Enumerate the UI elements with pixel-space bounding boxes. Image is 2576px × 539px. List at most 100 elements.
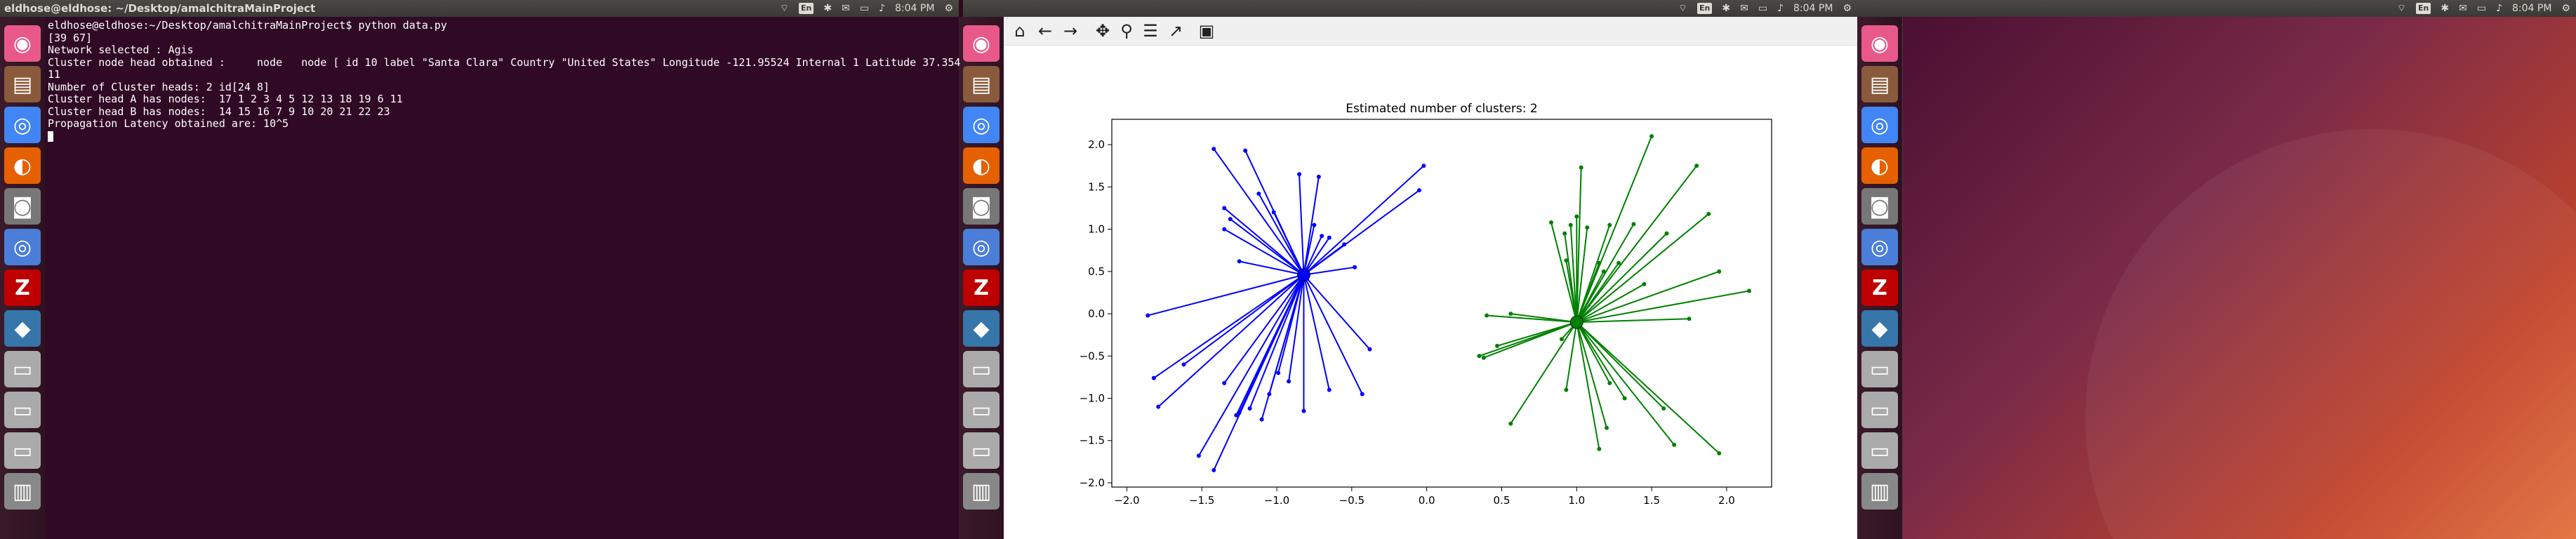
- wifi-icon[interactable]: ⌔: [1678, 3, 1688, 14]
- bluetooth-icon[interactable]: ✱: [823, 3, 832, 14]
- dash-icon[interactable]: ◉: [963, 25, 1000, 62]
- printer-icon[interactable]: ▥: [1861, 473, 1898, 510]
- x-tick-label: 1.5: [1643, 494, 1660, 507]
- bluetooth-icon[interactable]: ✱: [1722, 3, 1731, 14]
- dash-icon[interactable]: ◉: [4, 25, 41, 62]
- data-point: [1495, 343, 1500, 348]
- data-point: [1237, 259, 1242, 264]
- data-point: [1585, 225, 1590, 230]
- chrome-icon[interactable]: ◎: [4, 107, 41, 143]
- drive-icon-2[interactable]: ▭: [4, 392, 41, 428]
- data-point: [1574, 214, 1579, 219]
- cluster-link: [1288, 274, 1305, 382]
- series-layer: [1146, 134, 1751, 472]
- scatter-chart: Estimated number of clusters: 2 −2.0 −1.5…: [1080, 102, 1772, 507]
- python-icon[interactable]: ◆: [1861, 310, 1898, 347]
- clock[interactable]: 8:04 PM: [895, 3, 935, 14]
- data-point: [1196, 453, 1201, 458]
- printer-icon[interactable]: ▥: [963, 473, 1000, 510]
- cluster-link: [1153, 274, 1305, 379]
- gear-icon[interactable]: ⚙: [1843, 3, 1852, 14]
- firefox-icon[interactable]: ◐: [4, 147, 41, 184]
- battery-icon[interactable]: ▭: [1758, 3, 1768, 14]
- data-point: [1622, 396, 1627, 401]
- filezilla-icon[interactable]: Z: [1861, 270, 1898, 306]
- camera-icon[interactable]: ◙: [4, 188, 41, 225]
- chromium-icon[interactable]: ◎: [4, 229, 41, 265]
- bluetooth-icon[interactable]: ✱: [2441, 3, 2450, 14]
- data-point: [1616, 260, 1621, 265]
- cluster-link: [1576, 321, 1626, 399]
- pan-icon[interactable]: ✥: [1095, 21, 1110, 41]
- drive-icon-3[interactable]: ▭: [1861, 432, 1898, 469]
- chromium-icon[interactable]: ◎: [1861, 229, 1898, 265]
- cluster-link: [1299, 174, 1305, 275]
- data-point: [1661, 406, 1666, 411]
- files-icon[interactable]: ▤: [963, 66, 1000, 102]
- camera-icon[interactable]: ◙: [1861, 188, 1898, 225]
- terminal-window[interactable]: eldhose@eldhose:~/Desktop/amalchitraMain…: [45, 17, 960, 539]
- x-tick-label: −1.0: [1264, 494, 1289, 507]
- data-point: [1151, 375, 1156, 380]
- figure-toolbar: ⌂ ← → ✥ ⚲ ☰ ↗ ▣: [1004, 17, 1857, 46]
- firefox-icon[interactable]: ◐: [963, 147, 1000, 184]
- files-icon[interactable]: ▤: [4, 66, 41, 102]
- chrome-icon[interactable]: ◎: [963, 107, 1000, 143]
- data-point: [1276, 371, 1281, 375]
- firefox-icon[interactable]: ◐: [1861, 147, 1898, 184]
- keyboard-indicator[interactable]: En: [799, 3, 814, 14]
- clock[interactable]: 8:04 PM: [2512, 3, 2552, 14]
- configure-icon[interactable]: ☰: [1143, 21, 1158, 41]
- keyboard-indicator[interactable]: En: [1697, 3, 1713, 14]
- cluster-link: [1576, 321, 1611, 384]
- python-icon[interactable]: ◆: [4, 310, 41, 347]
- x-tick-label: 0.0: [1419, 494, 1435, 507]
- gear-icon[interactable]: ⚙: [944, 3, 953, 14]
- mail-icon[interactable]: ✉: [1740, 3, 1748, 14]
- terminal-line: Network selected : Agis: [48, 44, 194, 56]
- files-icon[interactable]: ▤: [1861, 66, 1898, 102]
- wifi-icon[interactable]: ⌔: [779, 3, 790, 14]
- battery-icon[interactable]: ▭: [859, 3, 870, 14]
- drive-icon[interactable]: ▭: [963, 351, 1000, 387]
- filezilla-icon[interactable]: Z: [963, 270, 1000, 306]
- drive-icon-3[interactable]: ▭: [4, 432, 41, 469]
- volume-icon[interactable]: ♪: [879, 3, 886, 14]
- indicator-area: ⌔ En ✱ ✉ ▭ ♪ 8:04 PM ⚙: [780, 0, 953, 17]
- data-point: [1316, 174, 1321, 179]
- printer-icon[interactable]: ▥: [4, 473, 41, 510]
- data-point: [1271, 210, 1276, 215]
- battery-icon[interactable]: ▭: [2476, 3, 2487, 14]
- gear-icon[interactable]: ⚙: [2561, 3, 2570, 14]
- chrome-icon[interactable]: ◎: [1861, 107, 1898, 143]
- mail-icon[interactable]: ✉: [842, 3, 850, 14]
- drive-icon[interactable]: ▭: [1861, 351, 1898, 387]
- keyboard-indicator[interactable]: En: [2416, 3, 2431, 14]
- terminal-prompt-line[interactable]: [48, 131, 956, 143]
- drive-icon-2[interactable]: ▭: [963, 392, 1000, 428]
- volume-icon[interactable]: ♪: [2496, 3, 2503, 14]
- camera-icon[interactable]: ◙: [963, 188, 1000, 225]
- x-tick-label: 2.0: [1718, 494, 1735, 507]
- filezilla-icon[interactable]: Z: [4, 270, 41, 306]
- dash-icon[interactable]: ◉: [1861, 25, 1898, 62]
- zoom-icon[interactable]: ⚲: [1120, 21, 1133, 41]
- drive-icon-2[interactable]: ▭: [1861, 392, 1898, 428]
- clock[interactable]: 8:04 PM: [1793, 3, 1833, 14]
- cluster-link: [1249, 274, 1305, 409]
- cluster-link: [1576, 225, 1611, 323]
- edit-curve-icon[interactable]: ↗: [1168, 21, 1183, 41]
- chromium-icon[interactable]: ◎: [963, 229, 1000, 265]
- volume-icon[interactable]: ♪: [1777, 3, 1784, 14]
- wifi-icon[interactable]: ⌔: [2396, 3, 2407, 14]
- save-icon[interactable]: ▣: [1198, 21, 1215, 41]
- python-icon[interactable]: ◆: [963, 310, 1000, 347]
- drive-icon[interactable]: ▭: [4, 351, 41, 387]
- launcher-right: ◉ ▤ ◎ ◐ ◙ ◎ Z ◆ ▭ ▭ ▭ ▥: [1857, 17, 1903, 539]
- home-icon[interactable]: ⌂: [1014, 21, 1025, 41]
- back-icon[interactable]: ←: [1037, 21, 1053, 41]
- drive-icon-3[interactable]: ▭: [963, 432, 1000, 469]
- cluster-link: [1258, 193, 1305, 276]
- mail-icon[interactable]: ✉: [2459, 3, 2467, 14]
- forward-icon[interactable]: →: [1063, 21, 1078, 41]
